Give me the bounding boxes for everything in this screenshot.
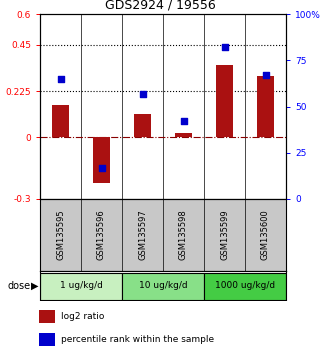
Text: GSM135596: GSM135596 [97,210,106,261]
Point [222,45,227,50]
Bar [39,333,55,346]
Text: GSM135595: GSM135595 [56,210,65,260]
Text: log2 ratio: log2 ratio [61,312,104,321]
Text: 1 ug/kg/d: 1 ug/kg/d [60,281,102,290]
Bar [204,273,286,299]
Bar [257,76,274,137]
Text: dose: dose [7,281,30,291]
Point [263,72,268,78]
Text: GDS2924 / 19556: GDS2924 / 19556 [105,0,216,12]
Text: 1000 ug/kg/d: 1000 ug/kg/d [215,281,275,290]
Point [181,119,186,124]
Text: percentile rank within the sample: percentile rank within the sample [61,335,214,344]
Point [99,165,104,170]
Text: GSM135600: GSM135600 [261,210,270,261]
Bar [175,133,192,137]
Text: GSM135597: GSM135597 [138,210,147,261]
Bar [39,310,55,323]
Bar [93,137,110,183]
Bar [52,105,69,137]
Text: 10 ug/kg/d: 10 ug/kg/d [139,281,187,290]
Text: GSM135598: GSM135598 [179,210,188,261]
Text: ▶: ▶ [31,281,39,291]
Text: GSM135599: GSM135599 [220,210,229,260]
Point [140,91,145,96]
Bar [216,65,233,137]
Bar [134,114,151,137]
Bar [122,273,204,299]
Bar [40,273,122,299]
Point [58,76,63,81]
